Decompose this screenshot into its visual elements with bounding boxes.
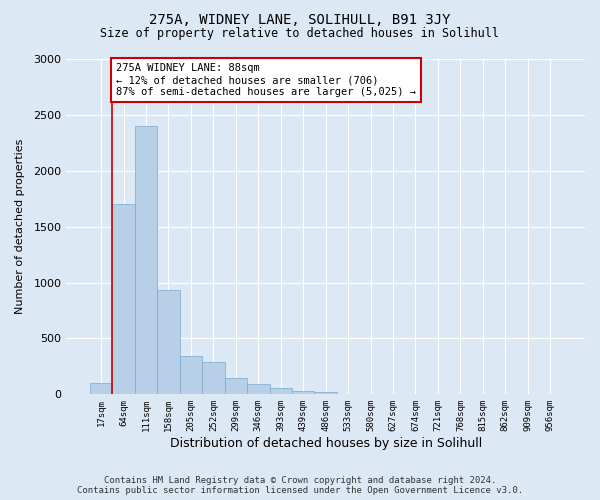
- Bar: [247, 384, 269, 394]
- Bar: [314, 392, 337, 394]
- Bar: [224, 378, 247, 394]
- Bar: [112, 204, 135, 394]
- Text: 275A, WIDNEY LANE, SOLIHULL, B91 3JY: 275A, WIDNEY LANE, SOLIHULL, B91 3JY: [149, 12, 451, 26]
- Bar: [292, 391, 314, 394]
- Bar: [180, 356, 202, 395]
- Bar: [202, 362, 224, 394]
- Bar: [90, 383, 112, 394]
- Text: Contains HM Land Registry data © Crown copyright and database right 2024.
Contai: Contains HM Land Registry data © Crown c…: [77, 476, 523, 495]
- X-axis label: Distribution of detached houses by size in Solihull: Distribution of detached houses by size …: [170, 437, 482, 450]
- Text: 275A WIDNEY LANE: 88sqm
← 12% of detached houses are smaller (706)
87% of semi-d: 275A WIDNEY LANE: 88sqm ← 12% of detache…: [116, 64, 416, 96]
- Y-axis label: Number of detached properties: Number of detached properties: [15, 139, 25, 314]
- Bar: [269, 388, 292, 394]
- Text: Size of property relative to detached houses in Solihull: Size of property relative to detached ho…: [101, 28, 499, 40]
- Bar: [135, 126, 157, 394]
- Bar: [157, 290, 180, 395]
